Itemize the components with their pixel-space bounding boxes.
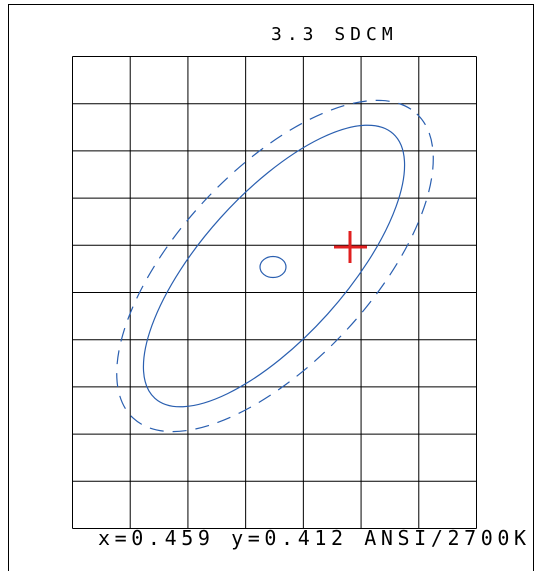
title: 3.3 SDCM (271, 24, 398, 45)
frame (8, 4, 534, 571)
ellipses (116, 99, 434, 433)
inner-ellipse (142, 124, 406, 408)
center-ellipse (259, 255, 287, 279)
footer: x=0.459 y=0.412 ANSI/2700K (98, 526, 531, 550)
outer-ellipse (116, 99, 434, 433)
target-cross (334, 231, 367, 263)
grid (72, 56, 477, 529)
